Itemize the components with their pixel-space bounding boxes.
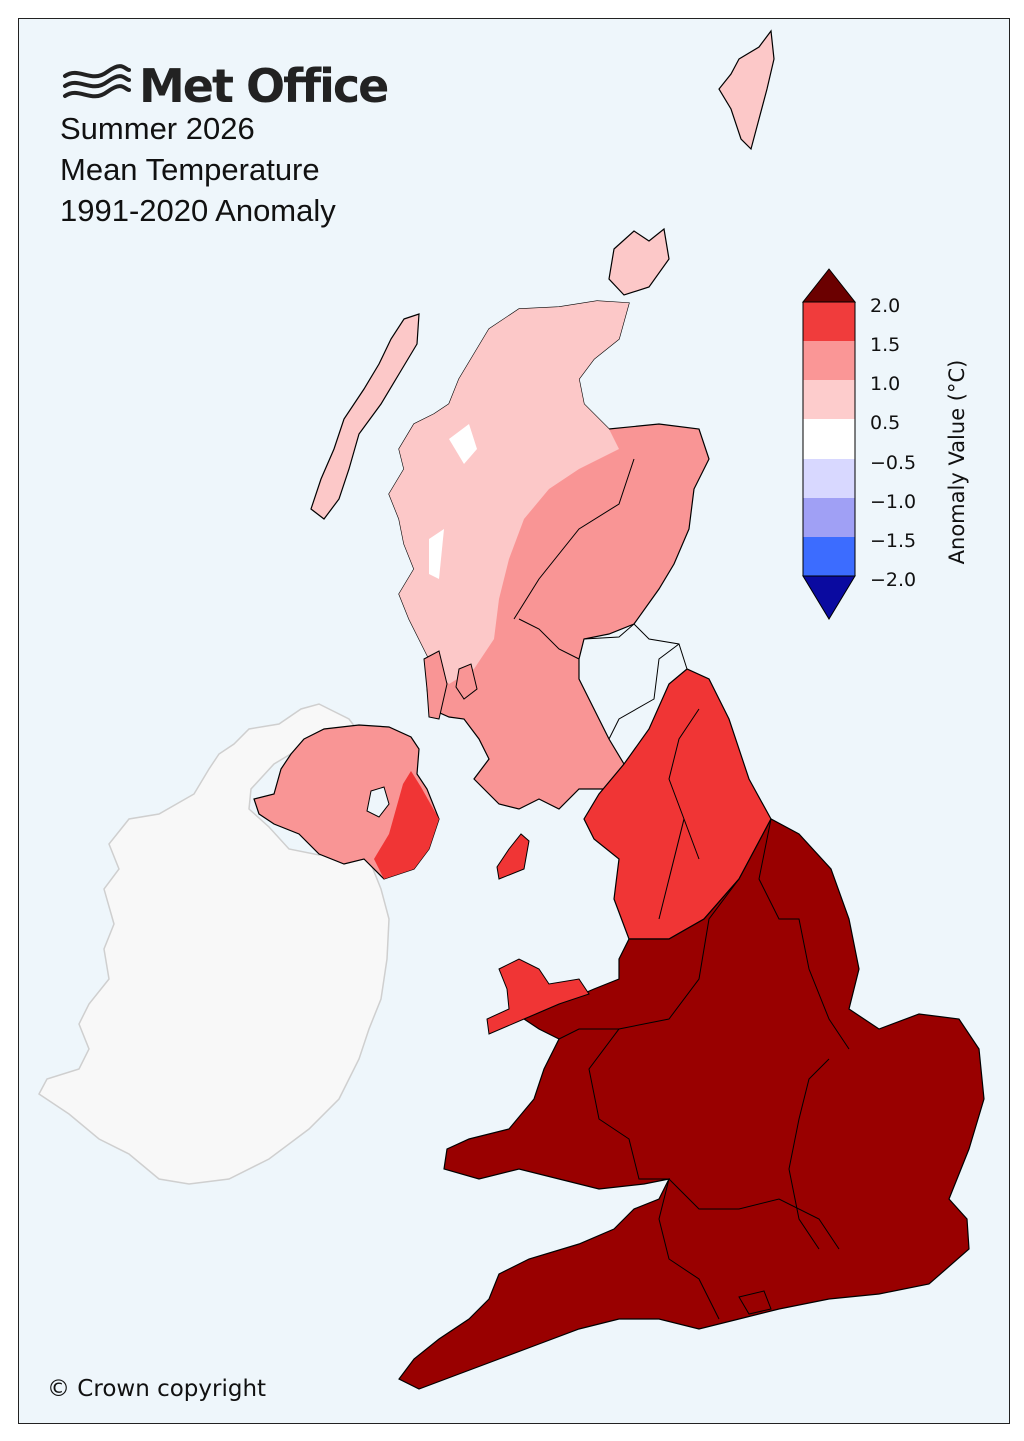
shetland	[718, 29, 775, 151]
colorbar-band-0_5-1_0	[803, 380, 855, 419]
colorbar-tick: −0.5	[870, 452, 917, 474]
colorbar-tick: −1.5	[870, 530, 917, 552]
northern-ireland-east-region	[374, 771, 439, 879]
arran	[455, 663, 478, 700]
colorbar-top-extension	[801, 268, 857, 303]
colorbar-band-1_5-2_0	[803, 302, 855, 341]
colorbar-band-1_0-1_5	[803, 341, 855, 380]
ireland-landmass	[38, 703, 390, 1185]
colorbar-tick: 1.5	[870, 334, 901, 356]
title-baseline: 1991-2020 Anomaly	[60, 193, 336, 228]
anglesey-north-wales	[486, 958, 590, 1035]
colorbar-band-neutral	[803, 419, 855, 459]
kintyre	[423, 650, 448, 720]
scotland-white-patch	[429, 424, 477, 579]
colorbar-tick: −2.0	[870, 569, 917, 591]
map-frame: Met Office Summer 2026 Mean Temperature …	[18, 18, 1010, 1424]
colorbar-band-neg-1_0-1_5	[803, 498, 855, 537]
colorbar-bottom-extension	[802, 575, 856, 620]
brand-name: Met Office	[139, 59, 389, 113]
met-office-logo: Met Office	[61, 59, 389, 113]
colorbar-tick: 1.0	[870, 373, 901, 395]
colorbar-band-neg-0_5-1_0	[803, 459, 855, 498]
title-season: Summer 2026	[60, 111, 255, 146]
anomaly-map[interactable]	[19, 19, 1010, 1424]
colorbar-label: Anomaly Value (°C)	[945, 359, 969, 565]
orkney	[608, 227, 670, 296]
colorbar-tick: −1.0	[870, 491, 917, 513]
colorbar-tick: 0.5	[870, 412, 901, 434]
isle-of-man	[496, 833, 530, 880]
waves-icon	[63, 64, 131, 99]
copyright-notice: © Crown copyright	[47, 1376, 267, 1402]
colorbar-band-neg-1_5-2_0	[803, 537, 855, 576]
region-boundaries	[513, 458, 850, 1320]
lough-neagh	[366, 786, 390, 818]
isle-of-wight	[738, 1290, 772, 1315]
colorbar	[801, 268, 857, 620]
scotland-outer-hebrides	[310, 313, 420, 520]
scotland-west-highlands	[389, 301, 629, 684]
colorbar-tick: 2.0	[870, 295, 901, 317]
title-variable: Mean Temperature	[60, 152, 320, 187]
